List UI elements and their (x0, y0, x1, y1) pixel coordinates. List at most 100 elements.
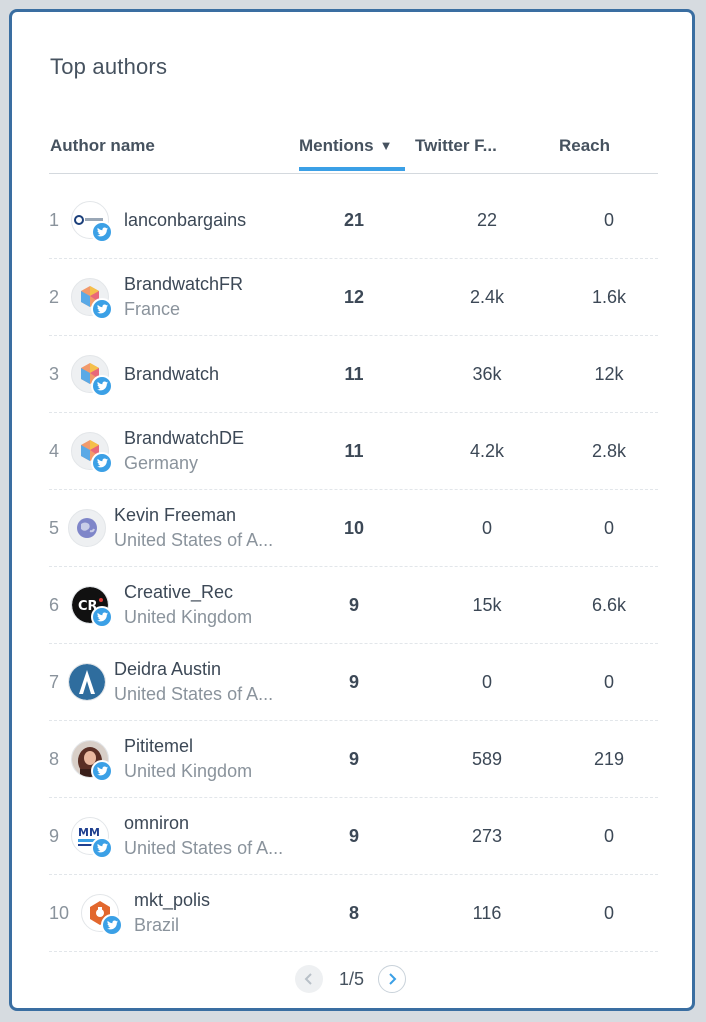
mentions-count: 9 (348, 748, 359, 769)
author-name[interactable]: lanconbargains (124, 209, 247, 230)
author-name[interactable]: omniron (124, 813, 190, 833)
author-info: mkt_polis Brazil (134, 875, 210, 951)
rank-number: 10 (49, 902, 70, 923)
author-name[interactable]: BrandwatchDE (124, 428, 245, 448)
author-name[interactable]: BrandwatchFR (124, 274, 244, 294)
rank-number: 9 (49, 825, 60, 846)
twitter-icon (101, 914, 123, 936)
twitter-followers-count: 0 (481, 671, 492, 692)
twitter-followers-count: 4.2k (469, 440, 505, 461)
mentions-count: 21 (343, 209, 365, 230)
chevron-right-icon (389, 973, 397, 985)
twitter-followers-count: 22 (476, 209, 498, 230)
table-row[interactable]: 1 lanconbargains 21 22 0 (49, 182, 658, 259)
author-info: omniron United States of A... (124, 798, 283, 874)
author-location: France (124, 299, 181, 319)
author-avatar[interactable]: CR (71, 586, 113, 628)
twitter-icon (91, 298, 113, 320)
author-name[interactable]: Creative_Rec (124, 582, 234, 602)
author-location: United States of A... (114, 530, 274, 550)
twitter-icon (91, 760, 113, 782)
author-info: Deidra Austin United States of A... (114, 644, 273, 720)
author-info: Pititemel United Kingdom (124, 721, 252, 797)
column-twitter-followers[interactable]: Twitter F... (415, 136, 497, 155)
twitter-icon (91, 452, 113, 474)
table-row[interactable]: 2 BrandwatchFR France 12 2.4k 1.6k (49, 259, 658, 336)
mentions-count: 9 (348, 825, 359, 846)
author-avatar[interactable] (71, 278, 113, 320)
rank-number: 4 (49, 440, 60, 461)
twitter-followers-count: 15k (472, 594, 502, 615)
mentions-count: 9 (348, 594, 359, 615)
twitter-icon (91, 606, 113, 628)
table-row[interactable]: 8 Pititemel United Kingdom 9 589 219 (49, 721, 658, 798)
author-name[interactable]: mkt_polis (134, 890, 211, 910)
mentions-count: 12 (343, 286, 365, 307)
twitter-followers-count: 36k (472, 363, 502, 384)
author-location: United Kingdom (124, 607, 253, 627)
twitter-followers-count: 0 (481, 517, 492, 538)
table-header: Author name Mentions ▼ Twitter F... Reach (49, 132, 658, 174)
pagination: 1/5 (295, 963, 407, 995)
mm-logo-icon: MM (71, 817, 109, 855)
table-row[interactable]: 5 Kevin Freeman United States of A... 10 0 0 (49, 490, 658, 567)
author-avatar[interactable] (71, 201, 113, 243)
chevron-left-icon (304, 973, 312, 985)
sort-desc-icon: ▼ (379, 138, 393, 153)
reach-count: 2.8k (591, 440, 627, 461)
author-name[interactable]: Pititemel (124, 736, 194, 756)
reach-count: 219 (593, 748, 625, 769)
author-location: Germany (124, 453, 199, 473)
table-row[interactable]: 6 CR Creative_Rec United Kingdom 9 15k 6.6k (49, 567, 658, 644)
table-row[interactable]: 10 mkt_polis Brazil 8 116 0 (49, 875, 658, 952)
table-row[interactable]: 3 Brandwatch 11 36k 12k (49, 336, 658, 413)
lancon-logo-icon (71, 201, 109, 239)
authors-table-body: 1 lanconbargains 21 22 0 2 BrandwatchFR France 1… (49, 182, 658, 952)
mentions-count: 11 (344, 440, 364, 461)
reach-count: 0 (603, 209, 614, 230)
mentions-count: 11 (344, 363, 364, 384)
column-mentions[interactable]: Mentions ▼ (299, 136, 405, 171)
author-avatar[interactable] (71, 355, 113, 397)
mentions-count: 10 (343, 517, 365, 538)
author-avatar[interactable]: MM (71, 817, 113, 859)
author-avatar[interactable] (68, 663, 106, 701)
author-name[interactable]: Brandwatch (124, 363, 220, 384)
author-info: BrandwatchFR France (124, 259, 243, 335)
next-page-button[interactable] (378, 965, 407, 993)
widget-title: Top authors (50, 54, 168, 79)
twitter-followers-count: 589 (471, 748, 503, 769)
table-row[interactable]: 7 Deidra Austin United States of A... 9 0 0 (49, 644, 658, 721)
twitter-icon (91, 375, 113, 397)
mentions-count: 8 (348, 902, 359, 923)
author-avatar[interactable] (81, 894, 123, 936)
reach-count: 0 (603, 671, 614, 692)
reach-count: 0 (603, 825, 614, 846)
table-row[interactable]: 9 MM omniron United States of A... 9 273 0 (49, 798, 658, 875)
author-avatar[interactable] (68, 509, 106, 547)
twitter-followers-count: 273 (471, 825, 503, 846)
rank-number: 6 (49, 594, 60, 615)
author-avatar[interactable] (71, 740, 113, 782)
column-author-name[interactable]: Author name (50, 136, 155, 155)
author-name[interactable]: Kevin Freeman (114, 505, 237, 525)
author-location: United States of A... (114, 684, 274, 704)
rank-number: 8 (49, 748, 60, 769)
twitter-followers-count: 2.4k (469, 286, 505, 307)
author-location: United Kingdom (124, 761, 253, 781)
author-avatar[interactable] (71, 432, 113, 474)
author-location: United States of A... (124, 838, 284, 858)
prev-page-button[interactable] (295, 965, 323, 993)
twitter-followers-count: 116 (472, 902, 502, 923)
column-reach[interactable]: Reach (559, 136, 611, 155)
blue-logo-icon (68, 663, 106, 701)
rank-number: 7 (49, 671, 60, 692)
rank-number: 2 (49, 286, 60, 307)
reach-count: 6.6k (591, 594, 627, 615)
globe-avatar-icon (68, 509, 106, 547)
page-indicator: 1/5 (339, 968, 365, 989)
table-row[interactable]: 4 BrandwatchDE Germany 11 4.2k 2.8k (49, 413, 658, 490)
twitter-icon (91, 221, 113, 243)
author-name[interactable]: Deidra Austin (114, 659, 222, 679)
rank-number: 1 (49, 209, 60, 230)
